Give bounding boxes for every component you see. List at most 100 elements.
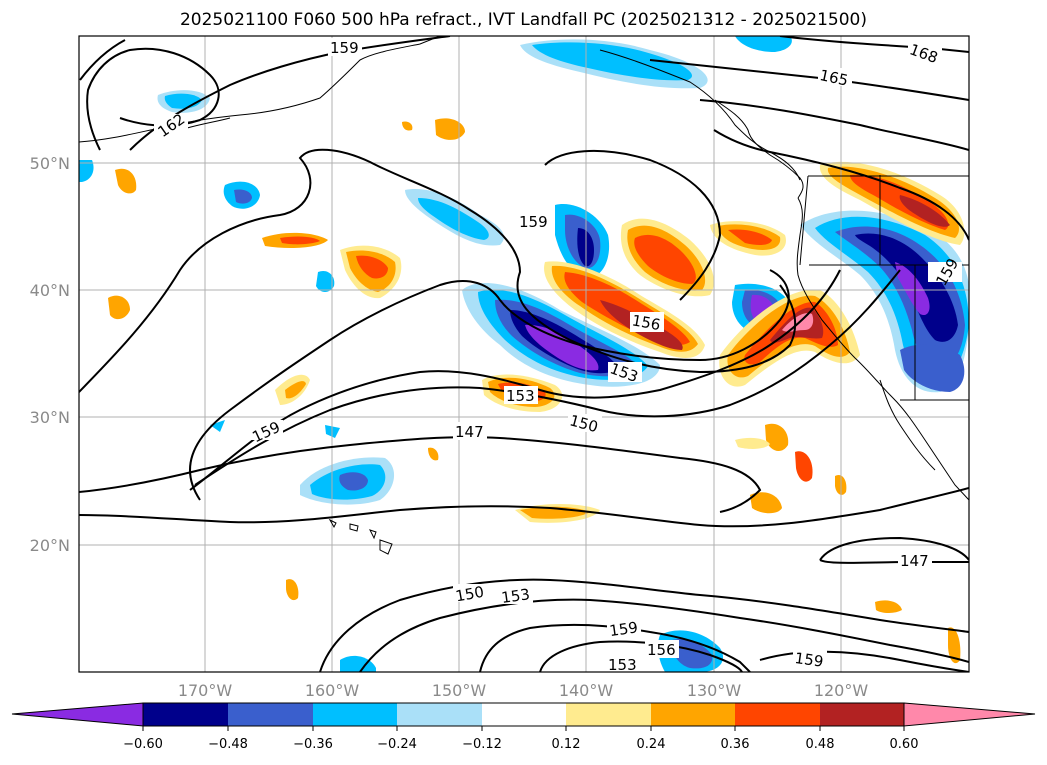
neg-anomaly-south <box>671 639 713 669</box>
baja <box>879 379 936 471</box>
neg-anomaly-east <box>855 233 958 342</box>
contour-label-bg <box>898 551 932 569</box>
neg-anomaly-dot <box>79 160 94 182</box>
pos-anomaly-north-center <box>634 234 696 284</box>
contour-label-bg <box>517 212 551 230</box>
colorbar-label: 0.48 <box>806 737 835 752</box>
contour-label-bg <box>645 640 679 658</box>
contour-label: 159 <box>608 618 639 640</box>
lat-label: 40°N <box>30 281 70 300</box>
neg-anomaly-east <box>895 262 930 316</box>
contour-label-bg <box>249 420 283 440</box>
pos-anomaly-west2 <box>280 236 320 245</box>
colorbar-extend-low <box>11 702 144 727</box>
colorbar-bin <box>735 703 820 726</box>
contour-label-bg <box>453 584 487 602</box>
map-panel: 159 162 165 168 159 156 153 153 150 147 … <box>30 35 970 700</box>
colorbar-bin <box>143 703 228 726</box>
lon-label: 160°W <box>305 681 360 700</box>
contour-label: 165 <box>818 66 850 90</box>
contour-159-big <box>79 148 797 393</box>
lon-label: 120°W <box>814 681 869 700</box>
pos-anomaly-dot <box>428 447 439 461</box>
colorbar-label: 0.60 <box>890 737 919 752</box>
neg-anomaly-north <box>418 198 489 240</box>
pos-anomaly-se <box>795 451 813 482</box>
alaska-pan <box>599 49 801 181</box>
colorbar-bin <box>228 703 313 726</box>
contour-label-bg <box>818 68 852 86</box>
contour-156-s <box>479 623 751 672</box>
neg-anomaly-central <box>525 324 599 371</box>
contour-label: 153 <box>608 656 637 674</box>
colorbar-label: −0.48 <box>208 737 248 752</box>
colorbar: −0.60 −0.48 −0.36 −0.24 −0.12 0.12 0.24 … <box>11 702 1036 752</box>
contour-156-b <box>713 129 969 241</box>
colorbar-label: 0.12 <box>552 737 581 752</box>
contour-label-bg <box>793 650 827 668</box>
hawaii <box>328 518 393 555</box>
colorbar-labels: −0.60 −0.48 −0.36 −0.24 −0.12 0.12 0.24 … <box>123 737 918 752</box>
contour-label-bg <box>499 586 533 604</box>
lon-label: 140°W <box>559 681 614 700</box>
contour-label-bg <box>607 619 641 637</box>
alaska-coast <box>79 36 441 143</box>
pos-anomaly-west <box>356 255 388 279</box>
bc-coast <box>714 99 804 199</box>
pos-anomaly-west5 <box>108 295 130 320</box>
colorbar-bin <box>820 703 904 726</box>
colorbar-bin <box>313 703 397 726</box>
contour-label-bg <box>568 414 602 432</box>
contour-label: 150 <box>454 583 485 606</box>
neg-anomaly-dot <box>316 270 335 292</box>
colorbar-frame <box>142 702 905 727</box>
colorbar-label: 0.24 <box>637 737 666 752</box>
pos-anomaly-ne <box>899 195 950 227</box>
contour-label: 153 <box>506 387 535 405</box>
colorbar-label: −0.36 <box>293 737 333 752</box>
contour-label: 153 <box>500 585 531 607</box>
contour-label: 159 <box>519 213 548 231</box>
contour-label: 156 <box>631 311 662 334</box>
contour-162 <box>699 99 969 151</box>
colorbar-label: −0.24 <box>377 737 417 752</box>
contour-150-s <box>319 578 969 672</box>
lon-labels: 170°W 160°W 150°W 140°W 130°W 120°W <box>178 681 869 700</box>
contour-labels: 159 162 165 168 159 156 153 153 150 147 … <box>154 38 962 674</box>
lat-label: 50°N <box>30 154 70 173</box>
lat-labels: 50°N 40°N 30°N 20°N <box>30 154 70 555</box>
pos-anomaly-west6 <box>728 229 772 245</box>
colorbar-bin <box>651 703 735 726</box>
contour-label-bg <box>928 262 962 282</box>
contour-label-bg <box>608 362 642 382</box>
contour-162w <box>129 36 451 151</box>
pos-anomaly-s-edge <box>875 600 902 613</box>
lon-label: 130°W <box>687 681 742 700</box>
contour-153-s <box>359 598 969 672</box>
map-frame <box>78 35 970 673</box>
us-west-coast <box>796 197 969 501</box>
colorbar-label: −0.60 <box>123 737 163 752</box>
neg-anomaly-east-se <box>900 344 965 392</box>
contour-label: 147 <box>455 423 484 441</box>
contour-label: 147 <box>900 552 929 570</box>
colorbar-label: 0.36 <box>721 737 750 752</box>
us-borders <box>879 175 969 401</box>
lon-label: 150°W <box>432 681 487 700</box>
colorbar-bin <box>566 703 651 726</box>
pos-anomaly-sw <box>285 381 306 399</box>
contour-label-bg <box>154 114 188 134</box>
contour-156 <box>189 269 790 501</box>
neg-anomaly-south2 <box>340 655 376 672</box>
pos-anomaly-se <box>750 492 782 514</box>
contour-label: 159 <box>330 39 359 57</box>
lat-label: 30°N <box>30 408 70 427</box>
pos-anomaly-s-edge <box>948 627 961 664</box>
contour-label-bg <box>453 422 487 440</box>
pos-anomaly-se2 <box>735 437 770 449</box>
contour-150 <box>194 269 901 486</box>
contour-label: 156 <box>647 641 676 659</box>
colorbar-ticks <box>142 726 905 731</box>
neg-anomaly-north-edge2 <box>735 36 792 52</box>
